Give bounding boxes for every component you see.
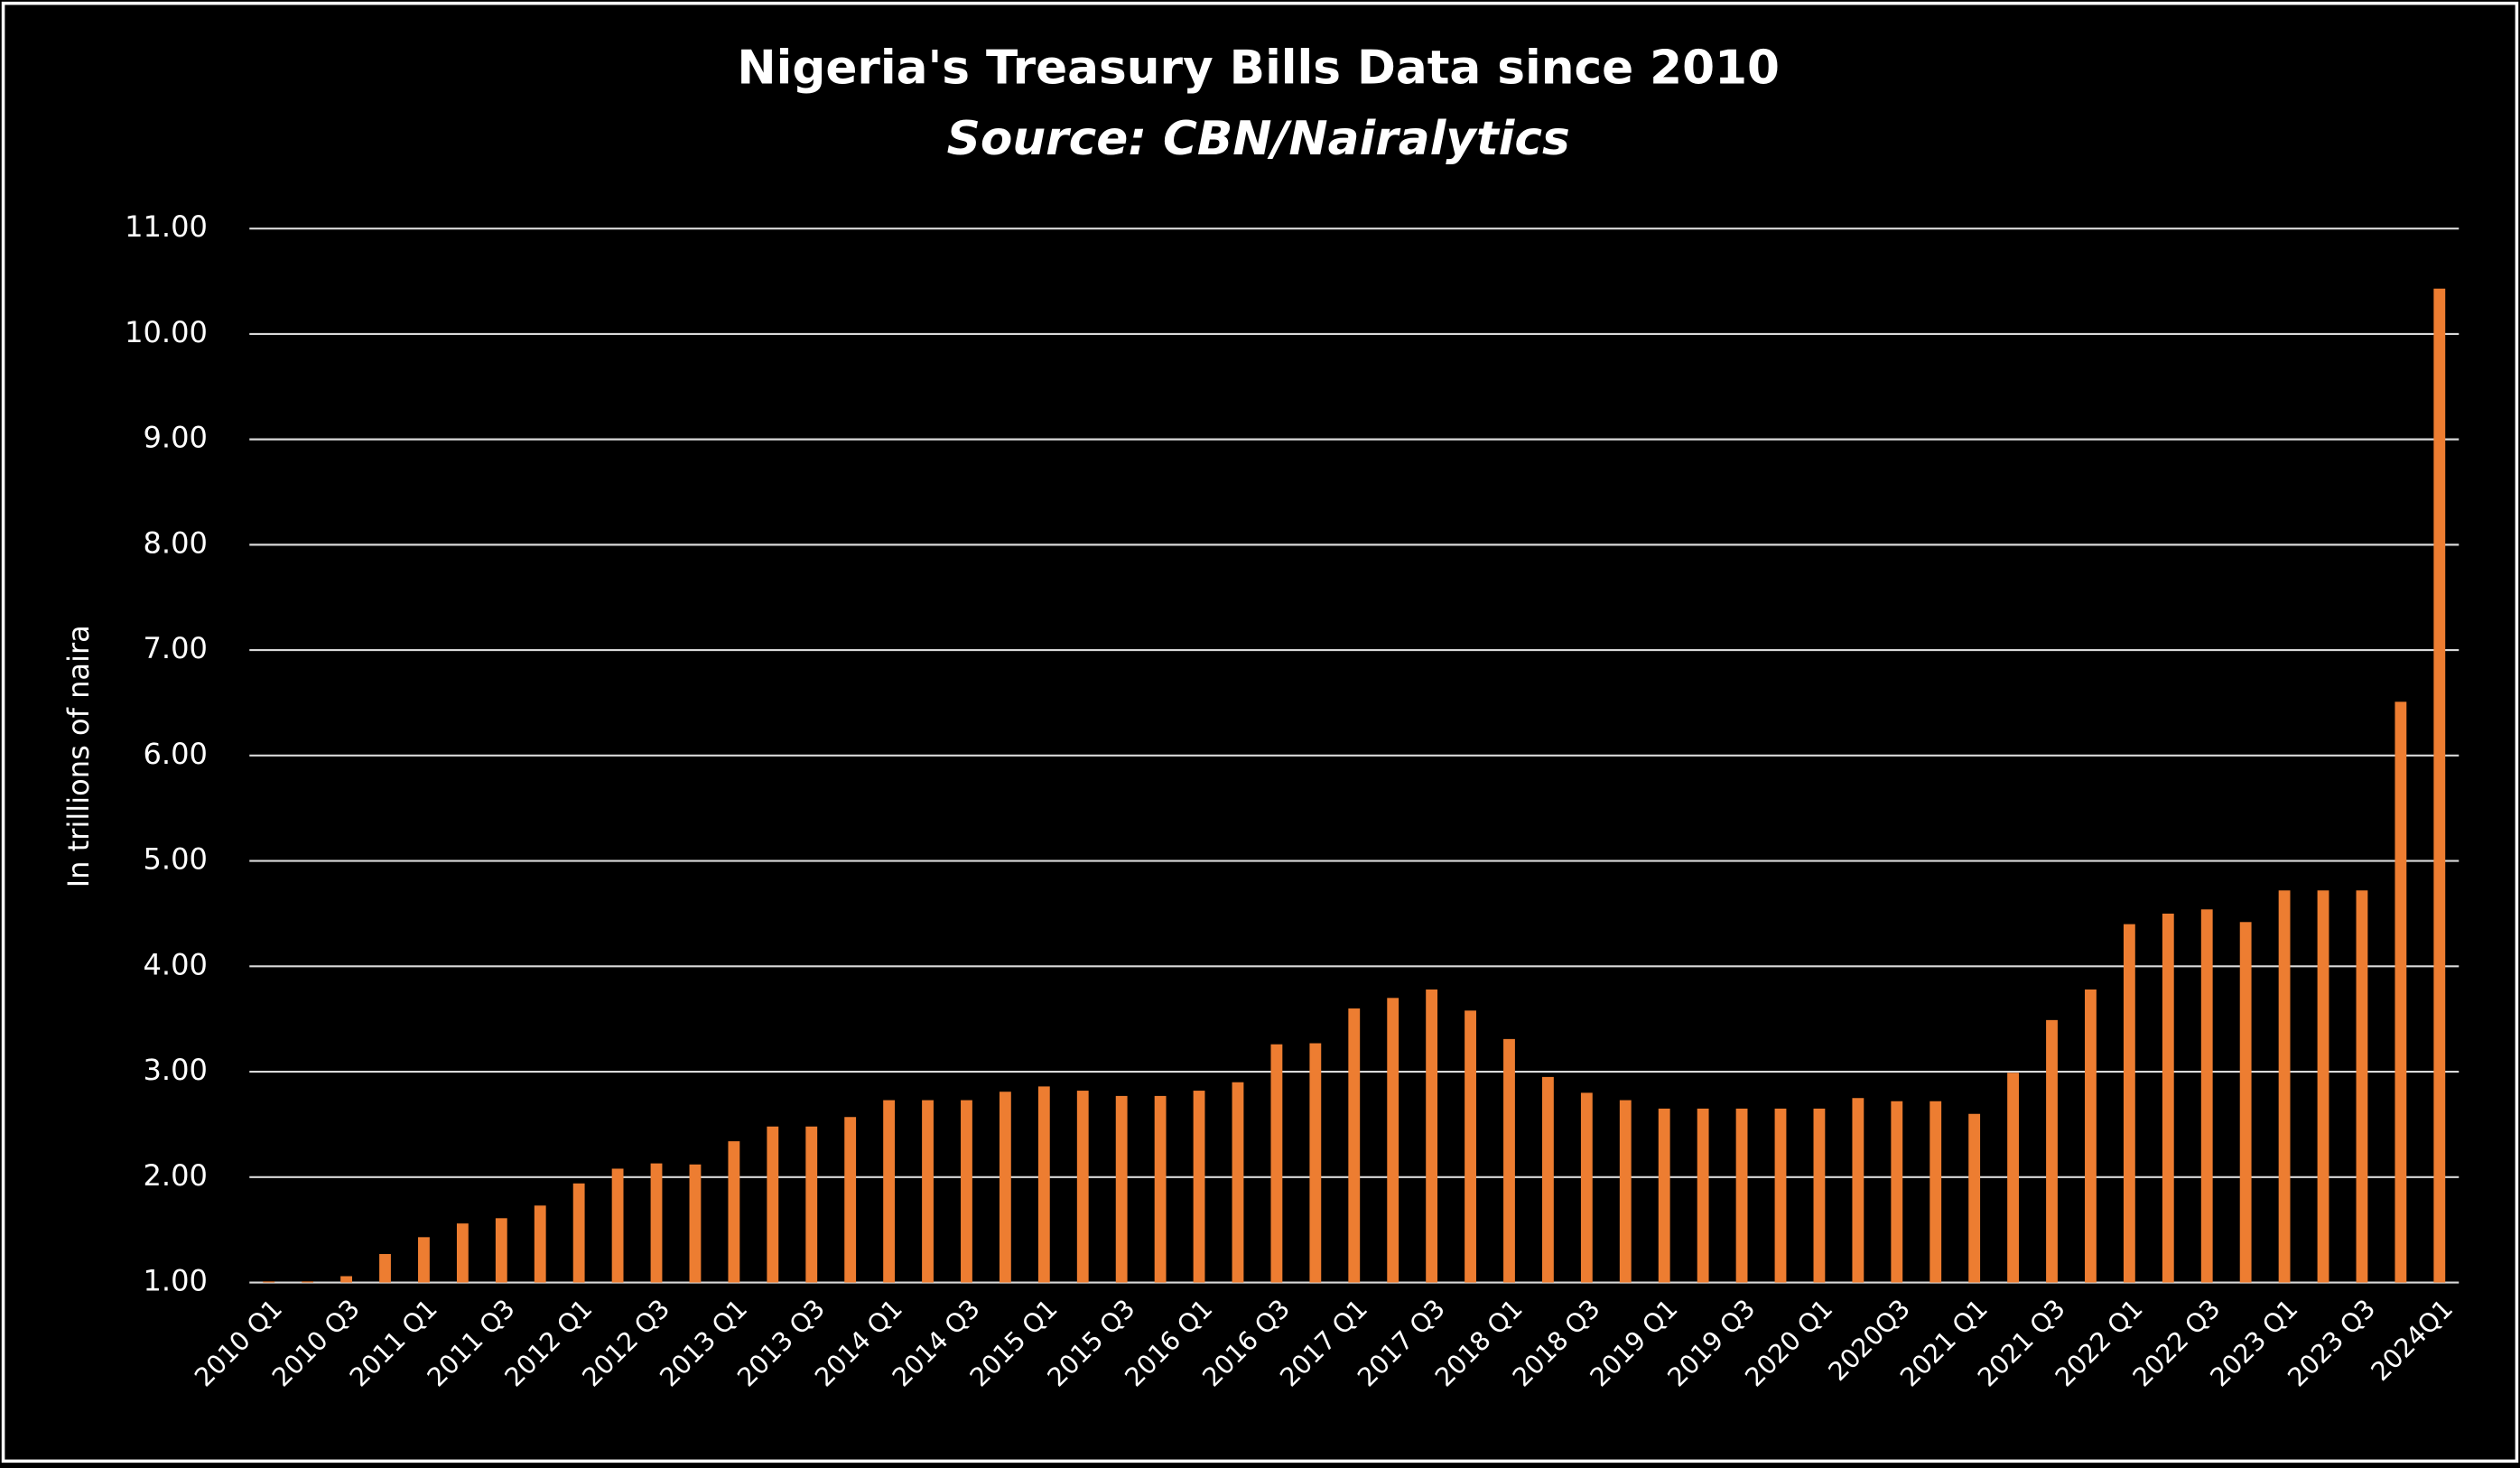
bar — [805, 1126, 818, 1283]
y-tick-label: 5.00 — [143, 842, 207, 877]
bar — [1891, 1101, 1903, 1283]
bar — [1193, 1091, 1205, 1283]
bar — [883, 1100, 896, 1283]
bar — [1930, 1101, 1942, 1283]
bar — [2085, 989, 2097, 1283]
bar — [2394, 701, 2407, 1283]
bar — [922, 1100, 934, 1283]
y-tick-label: 3.00 — [143, 1053, 207, 1087]
bar — [1619, 1100, 1632, 1283]
y-tick-label: 2.00 — [143, 1158, 207, 1193]
bar — [1270, 1044, 1283, 1283]
y-tick-label: 6.00 — [143, 737, 207, 771]
bar — [2278, 890, 2291, 1283]
bar — [2433, 288, 2446, 1283]
y-tick-label: 8.00 — [143, 525, 207, 560]
bar — [456, 1223, 469, 1283]
bar — [1503, 1038, 1515, 1283]
bar — [2007, 1073, 2019, 1283]
bar — [767, 1126, 779, 1283]
bar — [650, 1163, 663, 1283]
y-tick-label: 11.00 — [125, 209, 208, 244]
y-tick-label: 1.00 — [143, 1264, 207, 1298]
bar — [2123, 924, 2135, 1283]
bar — [1037, 1086, 1050, 1283]
y-axis-label: In trillions of naira — [61, 625, 96, 887]
y-tick-label: 4.00 — [143, 947, 207, 981]
bar — [1309, 1043, 1322, 1283]
bar — [534, 1205, 546, 1283]
bar — [2356, 890, 2368, 1283]
bar — [1541, 1076, 1554, 1283]
bar — [2239, 922, 2252, 1283]
bar — [1658, 1108, 1670, 1283]
bar — [572, 1183, 585, 1283]
bar — [1348, 1008, 1361, 1283]
bar — [1580, 1092, 1593, 1283]
bar — [961, 1100, 972, 1283]
y-tick-label: 9.00 — [143, 421, 207, 455]
bar — [999, 1092, 1011, 1283]
bar — [302, 1281, 314, 1283]
bar — [2162, 913, 2174, 1283]
bar — [1115, 1095, 1128, 1283]
bar — [495, 1218, 507, 1283]
bar — [1697, 1108, 1709, 1283]
chart-subtitle: Source: CBN/Nairalytics — [947, 112, 1570, 166]
bar — [1735, 1108, 1748, 1283]
bar — [1852, 1098, 1864, 1283]
bar — [1076, 1091, 1089, 1283]
bar — [418, 1237, 430, 1283]
bar — [2200, 909, 2213, 1283]
bar — [379, 1254, 391, 1283]
bar — [728, 1141, 740, 1283]
bar — [1465, 1010, 1476, 1283]
bar — [689, 1164, 702, 1283]
bar — [1813, 1108, 1826, 1283]
bar — [1968, 1113, 1981, 1283]
bar — [263, 1281, 275, 1283]
y-tick-label: 10.00 — [125, 315, 208, 349]
bar — [2317, 890, 2329, 1283]
bar — [2046, 1019, 2058, 1283]
chart-title: Nigeria's Treasury Bills Data since 2010 — [737, 41, 1780, 95]
y-tick-label: 7.00 — [143, 631, 207, 665]
bar — [1426, 989, 1438, 1283]
bar — [1232, 1082, 1244, 1283]
bar — [844, 1117, 857, 1283]
bar — [1154, 1095, 1167, 1283]
bar — [1774, 1108, 1787, 1283]
bar — [611, 1168, 624, 1283]
bar — [1387, 998, 1399, 1283]
bar — [340, 1276, 352, 1283]
